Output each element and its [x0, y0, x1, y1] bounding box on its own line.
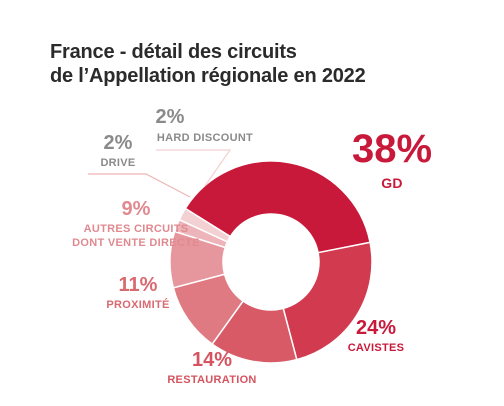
slice-value-label-3: 14%	[192, 349, 232, 371]
chart-title-line-1: France - détail des circuits	[50, 41, 297, 63]
slice-category-label-4: PROXIMITÉ	[106, 298, 169, 311]
slice-value-label-7: 2%	[156, 106, 185, 128]
slice-category-label-1: GD	[381, 175, 403, 191]
slice-category-label-7: HARD DISCOUNT	[157, 132, 253, 144]
donut-slice-7	[178, 207, 232, 243]
slice-category-label-3: RESTAURATION	[167, 374, 256, 386]
chart-title: France - détail des circuits de l’Appell…	[50, 40, 366, 88]
slice-value-label-6: 2%	[104, 132, 133, 154]
slice-category-label-5-line-2: DONT VENTE DIRECTE	[72, 237, 200, 249]
leader-line-drive	[88, 173, 191, 198]
donut-slice-1	[184, 160, 371, 254]
slice-value-label-1: 38%	[352, 127, 432, 171]
slice-value-label-5: 9%	[122, 198, 151, 220]
slice-labels: 38% GD 24% CAVISTES 14% RESTAURATION 11% PROXIM…	[72, 106, 432, 386]
slice-category-label-6: DRIVE	[100, 157, 135, 169]
slice-category-label-2: CAVISTES	[348, 342, 405, 354]
leader-line-hard-discount	[156, 149, 232, 187]
slice-value-label-4: 11%	[119, 274, 158, 296]
slice-category-label-5-line-1: AUTRES CIRCUITS	[84, 223, 189, 235]
leader-lines	[88, 149, 232, 198]
donut-slice-2	[282, 241, 373, 361]
donut-slices	[169, 160, 373, 364]
slice-value-label-2: 24%	[356, 317, 396, 339]
chart-title-line-2: de l’Appellation régionale en 2022	[50, 65, 366, 87]
